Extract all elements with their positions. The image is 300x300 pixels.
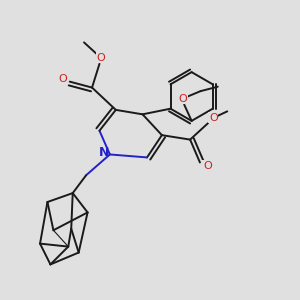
Text: O: O [203, 161, 212, 171]
Text: N: N [99, 146, 110, 160]
Text: O: O [209, 113, 218, 123]
Text: O: O [97, 53, 105, 63]
Text: O: O [178, 94, 187, 103]
Text: O: O [58, 74, 67, 84]
